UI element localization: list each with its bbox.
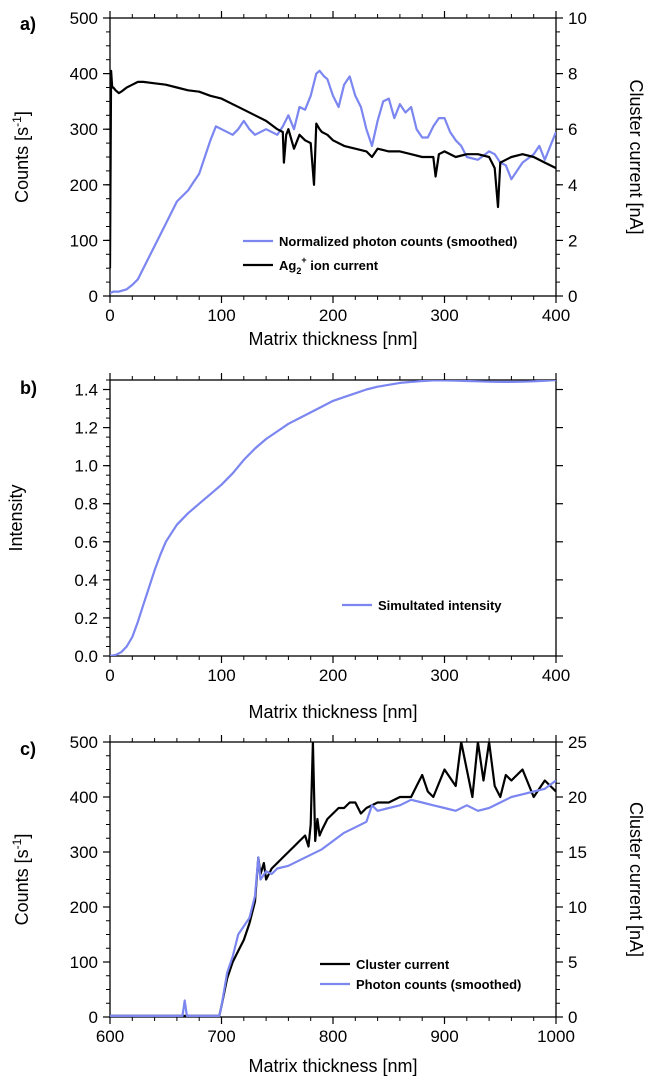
y-tick-label: 400 <box>70 788 98 807</box>
y-tick-label: 0 <box>89 1008 98 1027</box>
y2-tick-label: 8 <box>568 65 577 84</box>
series-line-0 <box>110 742 556 1017</box>
series-group <box>110 380 556 656</box>
x-axis-title: Matrix thickness [nm] <box>248 329 417 349</box>
x-tick-label: 600 <box>96 1027 124 1046</box>
legend-label: Ag2+ ion current <box>279 255 379 276</box>
series-group <box>110 69 556 295</box>
y-tick-label: 200 <box>70 176 98 195</box>
series-line-1 <box>110 779 556 1017</box>
y2-axis: 0 2 4 6 8 10 Cluster current [nA] <box>556 9 645 306</box>
x-tick-label: 200 <box>319 666 347 685</box>
y-tick-label: 100 <box>70 231 98 250</box>
series-group <box>110 742 556 1017</box>
y2-tick-label: 2 <box>568 231 577 250</box>
y2-axis: 0 5 10 15 20 25 Cluster current [nA] <box>556 733 645 1027</box>
series-line-0 <box>110 380 556 656</box>
y-tick-label: 0.6 <box>74 533 98 552</box>
y2-axis-title: Cluster current [nA] <box>626 79 645 234</box>
legend: Cluster current Photon counts (smoothed) <box>320 957 521 992</box>
y-axis: 0 100 200 300 400 500 Counts [s-1] <box>10 733 110 1027</box>
panel-label: b) <box>20 378 37 398</box>
x-axis-title: Matrix thickness [nm] <box>248 702 417 722</box>
series-line-0 <box>110 69 556 295</box>
y-tick-label: 0.0 <box>74 647 98 666</box>
x-tick-label: 400 <box>542 306 570 325</box>
x-axis: 600 700 800 900 1000 Matrix thickness [nm] <box>96 735 575 1076</box>
y2-tick-label: 4 <box>568 176 577 195</box>
legend-label: Photon counts (smoothed) <box>356 977 521 992</box>
y-tick-label: 500 <box>70 733 98 752</box>
y2-tick-label: 15 <box>568 843 587 862</box>
y-tick-label: 400 <box>70 65 98 84</box>
y-axis: 0.0 0.2 0.4 0.6 0.8 1.0 1.2 1.4 Intensity <box>6 379 563 666</box>
x-tick-label: 700 <box>207 1027 235 1046</box>
y2-tick-label: 10 <box>568 898 587 917</box>
y-axis-title: Counts [s-1] <box>10 111 32 203</box>
x-tick-label: 1000 <box>537 1027 575 1046</box>
panel-label: a) <box>20 14 36 34</box>
y-tick-label: 300 <box>70 843 98 862</box>
legend: Simultated intensity <box>342 598 502 613</box>
plot-frame <box>109 379 557 657</box>
y-axis-title: Intensity <box>6 484 26 551</box>
plot-frame <box>109 741 557 1018</box>
panel-label: c) <box>20 739 36 759</box>
x-tick-label: 200 <box>319 306 347 325</box>
y-tick-label: 0.4 <box>74 571 98 590</box>
y2-axis-title: Cluster current [nA] <box>626 802 645 957</box>
series-line-1 <box>110 69 556 269</box>
y-tick-label: 1.2 <box>74 419 98 438</box>
y-tick-label: 500 <box>70 9 98 28</box>
y-tick-label: 1.4 <box>74 381 98 400</box>
x-axis-title: Matrix thickness [nm] <box>248 1056 417 1076</box>
y-axis-title: Counts [s-1] <box>10 834 32 926</box>
y-axis: 0 100 200 300 400 500 Counts [s-1] <box>10 9 110 306</box>
y2-tick-label: 0 <box>568 287 577 306</box>
x-axis: 0 100 200 300 400 Matrix thickness [nm] <box>105 11 570 349</box>
x-axis: 0 100 200 300 400 Matrix thickness [nm] <box>105 373 570 722</box>
y-tick-label: 1.0 <box>74 457 98 476</box>
x-tick-label: 900 <box>430 1027 458 1046</box>
x-tick-label: 0 <box>105 306 114 325</box>
x-tick-label: 800 <box>319 1027 347 1046</box>
y-tick-label: 300 <box>70 120 98 139</box>
x-tick-label: 300 <box>430 666 458 685</box>
legend-label: Normalized photon counts (smoothed) <box>279 234 517 249</box>
y-tick-label: 0.2 <box>74 609 98 628</box>
legend: Normalized photon counts (smoothed) Ag2+ … <box>243 234 517 276</box>
legend-label: Cluster current <box>356 957 450 972</box>
x-tick-label: 100 <box>207 666 235 685</box>
y-tick-label: 200 <box>70 898 98 917</box>
y2-tick-label: 6 <box>568 120 577 139</box>
y-tick-label: 100 <box>70 953 98 972</box>
y2-tick-label: 25 <box>568 733 587 752</box>
x-tick-label: 400 <box>542 666 570 685</box>
y2-tick-label: 5 <box>568 953 577 972</box>
x-tick-label: 0 <box>105 666 114 685</box>
y2-tick-label: 0 <box>568 1008 577 1027</box>
x-tick-label: 300 <box>430 306 458 325</box>
y-tick-label: 0.8 <box>74 495 98 514</box>
y2-tick-label: 20 <box>568 788 587 807</box>
x-tick-label: 100 <box>207 306 235 325</box>
y-tick-label: 0 <box>89 287 98 306</box>
legend-label: Simultated intensity <box>378 598 502 613</box>
y2-tick-label: 10 <box>568 9 587 28</box>
